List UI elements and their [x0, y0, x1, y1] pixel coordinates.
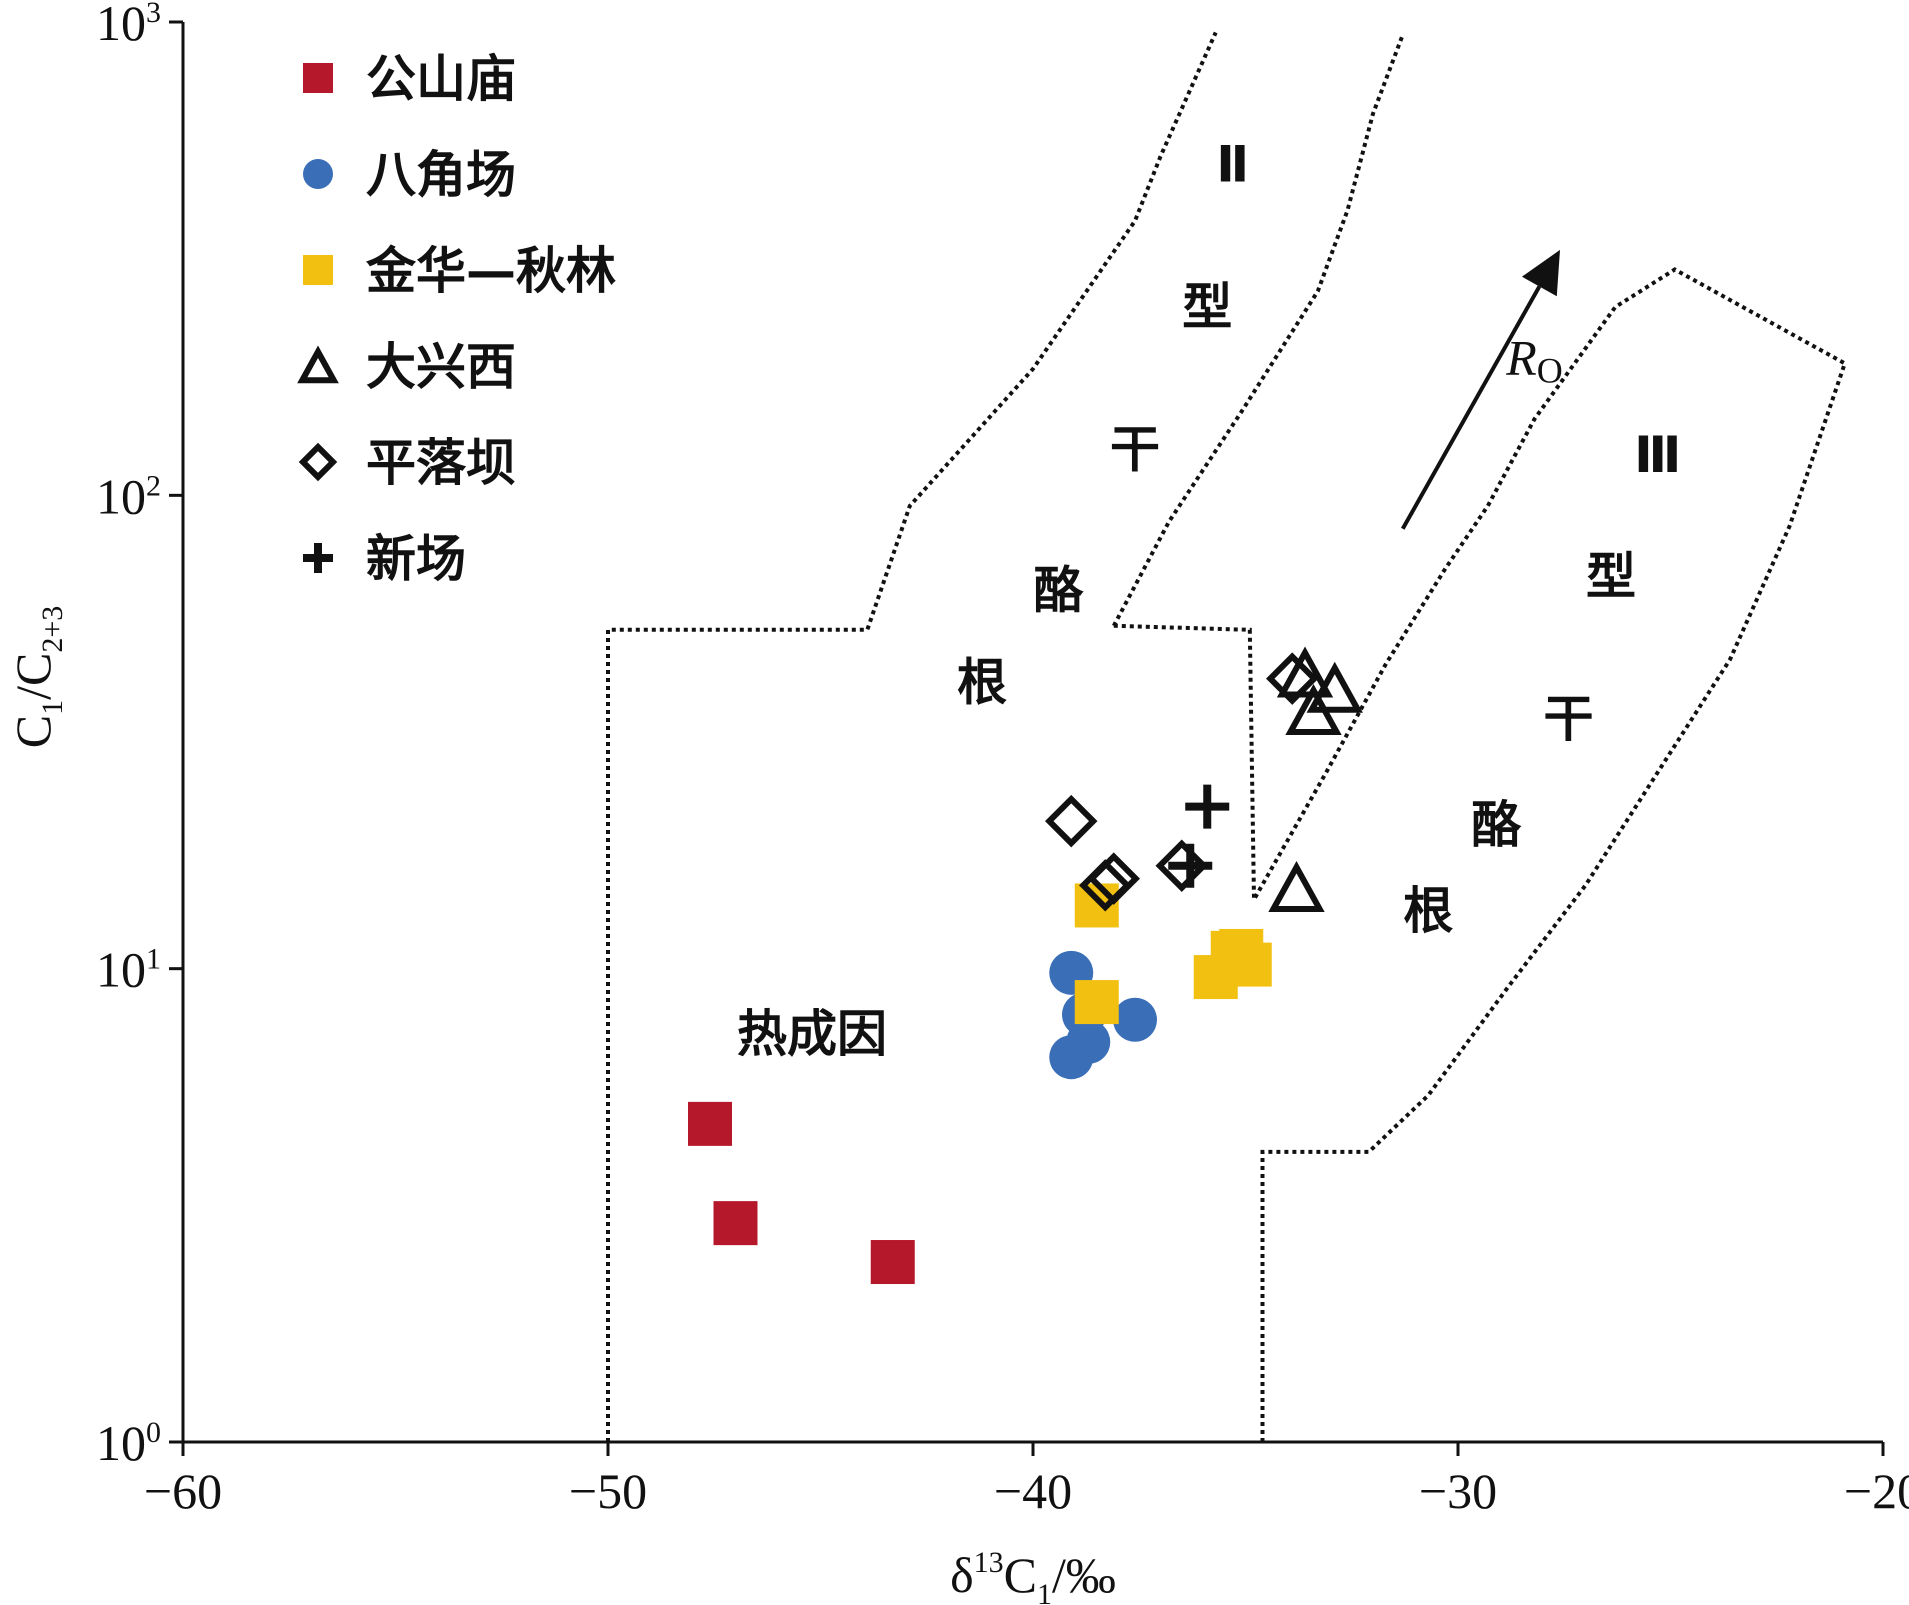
region-label: 干	[1110, 421, 1160, 479]
data-point	[1185, 784, 1230, 829]
legend-marker	[303, 63, 333, 93]
data-point	[1074, 980, 1119, 1025]
legend-label: 公山庙	[366, 50, 516, 108]
boundary-thermogenic	[606, 31, 1218, 1442]
region-label: Ⅲ	[1634, 426, 1681, 484]
region-label: 酪	[1471, 796, 1522, 854]
legend-marker	[303, 543, 333, 573]
data-point	[1266, 652, 1319, 705]
data-point	[1049, 1035, 1094, 1080]
y-tick-label: 103	[96, 0, 161, 51]
legend-marker	[297, 345, 339, 384]
region-label: Ⅱ	[1216, 136, 1249, 194]
data-points	[688, 646, 1363, 1285]
data-point	[1087, 852, 1140, 905]
y-tick-label: 101	[96, 942, 161, 998]
boundary-thermogenic-inner	[1113, 267, 1848, 1442]
legend-label: 平落坝	[366, 434, 516, 492]
data-point	[1285, 684, 1342, 736]
data-point	[1113, 997, 1157, 1042]
x-tick-label: −50	[569, 1463, 647, 1519]
y-tick-label: 100	[96, 1415, 161, 1471]
x-tick-label: −20	[1844, 1463, 1909, 1519]
region-label: 型	[1586, 548, 1636, 606]
legend-marker	[303, 159, 333, 189]
data-point	[870, 1240, 915, 1285]
data-point	[1268, 860, 1325, 912]
data-point	[1219, 928, 1264, 973]
data-point	[1155, 839, 1208, 892]
boundary-type-II	[1112, 33, 1405, 627]
data-point	[1306, 661, 1363, 713]
region-label: 酪	[1034, 561, 1085, 619]
data-point	[1045, 794, 1098, 848]
data-point	[1168, 843, 1213, 888]
legend-label: 金华—秋林	[366, 242, 616, 300]
ro-arrow-head	[1521, 249, 1560, 297]
data-point	[713, 1201, 758, 1246]
y-tick-label: 102	[96, 468, 161, 524]
region-label: 根	[1403, 882, 1453, 940]
legend-marker	[303, 255, 333, 285]
ro-arrow-shaft	[1401, 285, 1542, 530]
data-point	[1074, 883, 1119, 928]
x-tick-label: −40	[994, 1463, 1072, 1519]
legend-label: 新场	[366, 530, 466, 588]
region-label: 干	[1544, 690, 1594, 748]
ro-annotation: RO	[1505, 330, 1563, 391]
x-tick-label: −60	[144, 1463, 222, 1519]
axes: −60 −50 −40 −30 −20 100 101 102 103 δ13C1/‰ C1/C2+…	[5, 0, 1909, 1605]
region-label: 热成因	[737, 1005, 887, 1063]
y-axis-title: C1/C2+3	[5, 606, 69, 749]
data-point	[1276, 646, 1334, 698]
boundary-lines	[606, 31, 1848, 1442]
data-point	[688, 1101, 732, 1146]
region-label: 型	[1182, 278, 1232, 336]
x-axis-title: δ13C1/‰	[950, 1546, 1116, 1605]
x-tick-label: −30	[1419, 1463, 1497, 1519]
legend-marker	[298, 442, 338, 482]
region-label: 根	[957, 654, 1007, 712]
legend-label: 八角场	[366, 146, 516, 204]
legend-label: 大兴西	[366, 338, 516, 396]
